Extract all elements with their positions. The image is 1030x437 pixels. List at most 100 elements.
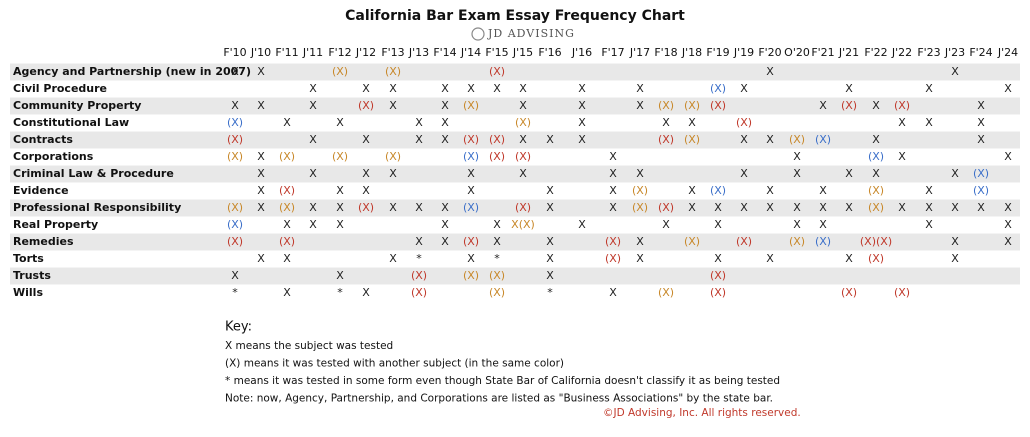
cell-mark: X: [819, 99, 827, 112]
cell-mark: (X): [411, 286, 427, 299]
cell-mark: (X): [227, 116, 243, 129]
cell-mark: X: [951, 65, 959, 78]
column-header: J'23: [944, 46, 965, 59]
cell-mark: *: [494, 252, 500, 265]
cell-mark: X: [415, 116, 423, 129]
cell-mark: X: [546, 269, 554, 282]
brand-logo: JD ADVISING: [471, 27, 574, 41]
cell-mark: X: [441, 82, 449, 95]
cell-mark: X: [519, 133, 527, 146]
cell-mark: (X): [463, 133, 479, 146]
subject-label: Remedies: [13, 235, 74, 248]
row-stripe: [10, 97, 1020, 115]
cell-mark: X: [766, 201, 774, 214]
cell-mark: (X): [710, 82, 726, 95]
column-header: F'19: [706, 46, 729, 59]
column-header: F'12: [328, 46, 351, 59]
cell-mark: X: [362, 286, 370, 299]
column-header: F'11: [275, 46, 298, 59]
row-stripe: [10, 233, 1020, 251]
cell-mark: X: [793, 167, 801, 180]
cell-mark: X: [688, 116, 696, 129]
cell-mark: X: [519, 99, 527, 112]
cell-mark: (X): [658, 286, 674, 299]
cell-mark: X: [1004, 201, 1012, 214]
cell-mark: X: [283, 116, 291, 129]
key-line: Note: now, Agency, Partnership, and Corp…: [225, 393, 773, 405]
subject-label: Torts: [13, 252, 44, 265]
cell-mark: (X): [227, 150, 243, 163]
cell-mark: (X): [736, 116, 752, 129]
cell-mark: X: [309, 201, 317, 214]
column-header: F'10: [223, 46, 246, 59]
cell-mark: X: [362, 184, 370, 197]
key-line: X means the subject was tested: [225, 340, 393, 352]
cell-mark: X: [362, 167, 370, 180]
cell-mark: X: [925, 218, 933, 231]
column-header: F'21: [811, 46, 834, 59]
cell-mark: X: [609, 167, 617, 180]
subject-label: Criminal Law & Procedure: [13, 167, 174, 180]
column-header: J'19: [733, 46, 754, 59]
cell-mark: (X): [973, 184, 989, 197]
cell-mark: (X): [605, 235, 621, 248]
cell-mark: X: [389, 252, 397, 265]
cell-mark: X: [714, 218, 722, 231]
cell-mark: X: [977, 201, 985, 214]
cell-mark: X: [467, 82, 475, 95]
cell-mark: X: [257, 99, 265, 112]
cell-mark: X: [872, 167, 880, 180]
subject-label: Professional Responsibility: [13, 201, 181, 214]
cell-mark: X: [257, 65, 265, 78]
key-title: Key:: [225, 320, 252, 335]
cell-mark: X: [636, 252, 644, 265]
cell-mark: (X): [658, 133, 674, 146]
cell-mark: X: [546, 252, 554, 265]
key-line: * means it was tested in some form even …: [225, 375, 780, 387]
subject-label: Constitutional Law: [13, 116, 129, 129]
cell-mark: X: [283, 218, 291, 231]
cell-mark: X: [546, 235, 554, 248]
column-header: J'18: [681, 46, 702, 59]
subject-label: Corporations: [13, 150, 94, 163]
cell-mark: X: [740, 167, 748, 180]
cell-mark: X: [467, 252, 475, 265]
cell-mark: X: [493, 82, 501, 95]
cell-mark: X: [546, 201, 554, 214]
row-stripe: [10, 199, 1020, 217]
row-stripe: [10, 131, 1020, 149]
cell-mark: (X): [358, 99, 374, 112]
cell-mark: X: [662, 218, 670, 231]
cell-mark: (X): [710, 184, 726, 197]
cell-mark: X: [872, 99, 880, 112]
cell-mark: (X): [385, 150, 401, 163]
cell-mark: (X): [489, 286, 505, 299]
cell-mark: X: [578, 82, 586, 95]
row-stripe: [10, 63, 1020, 81]
cell-mark: (X): [515, 201, 531, 214]
cell-mark: X: [609, 201, 617, 214]
cell-mark: X: [951, 167, 959, 180]
cell-mark: X: [609, 150, 617, 163]
cell-mark: X: [283, 252, 291, 265]
cell-mark: *: [337, 286, 343, 299]
cell-mark: X: [519, 167, 527, 180]
cell-mark: (X): [841, 286, 857, 299]
column-header: F'13: [381, 46, 404, 59]
cell-mark: X: [578, 218, 586, 231]
cell-mark: *: [232, 286, 238, 299]
cell-mark: X: [257, 167, 265, 180]
cell-mark: *: [416, 252, 422, 265]
cell-mark: X: [636, 99, 644, 112]
cell-mark: (X): [489, 65, 505, 78]
cell-mark: (X)(X): [860, 235, 892, 248]
cell-mark: X: [977, 133, 985, 146]
cell-mark: X: [609, 286, 617, 299]
cell-mark: X: [636, 235, 644, 248]
cell-mark: X: [336, 184, 344, 197]
cell-mark: X: [578, 133, 586, 146]
cell-mark: X: [662, 116, 670, 129]
column-header: F'16: [538, 46, 561, 59]
subject-label: Real Property: [13, 218, 98, 231]
cell-mark: X: [898, 150, 906, 163]
